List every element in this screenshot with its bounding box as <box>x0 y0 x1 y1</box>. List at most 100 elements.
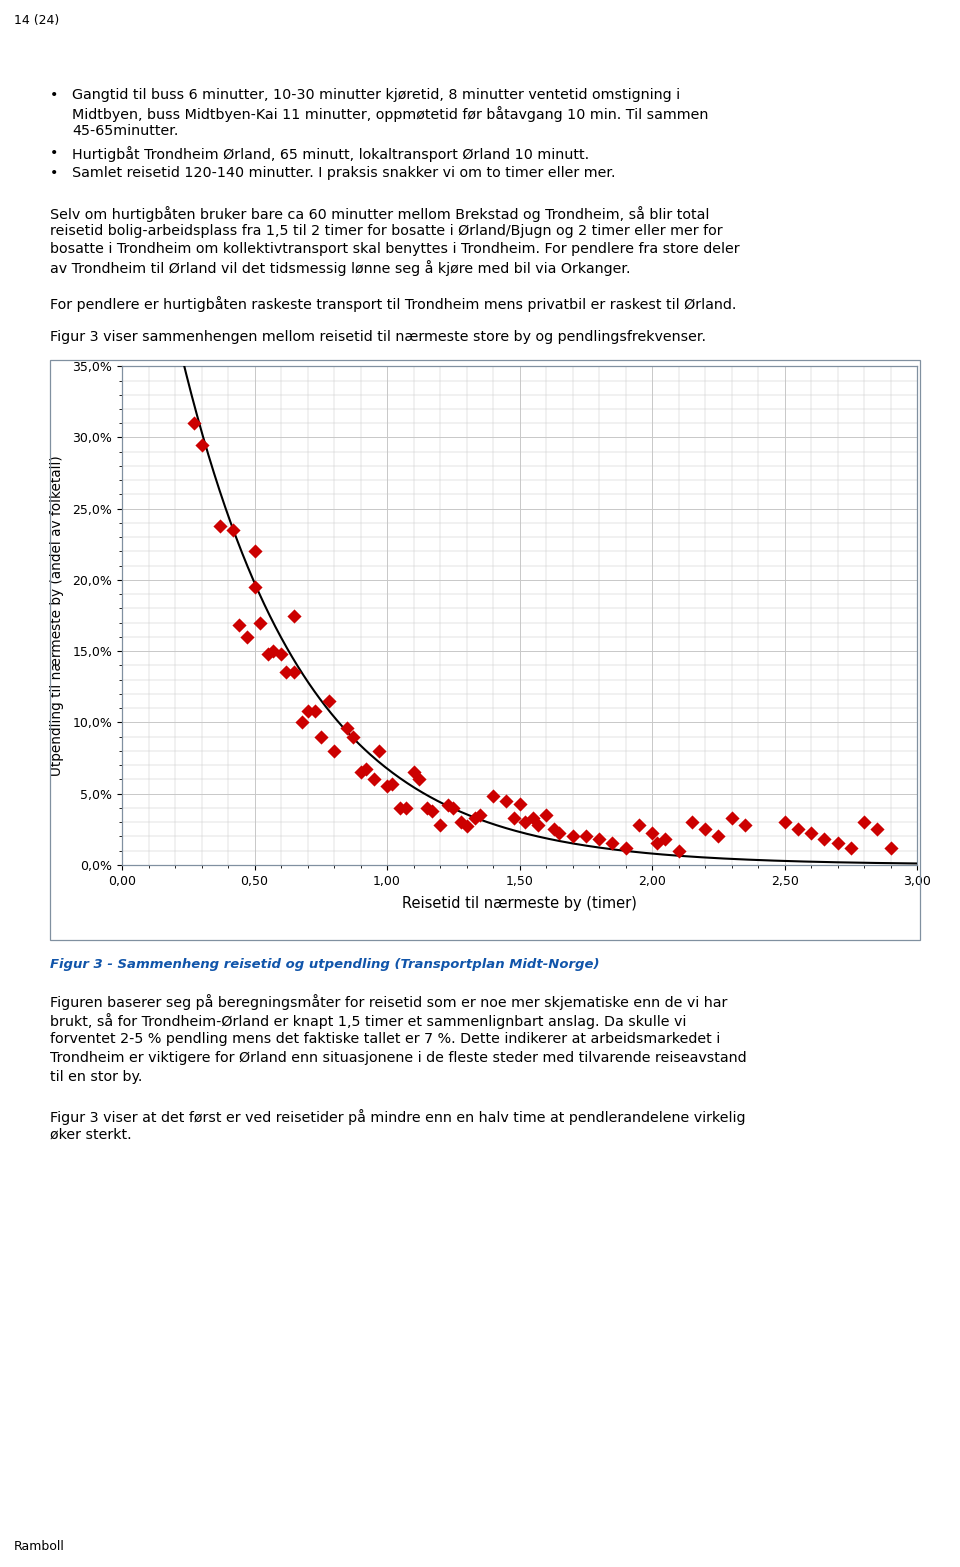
Text: For pendlere er hurtigbåten raskeste transport til Trondheim mens privatbil er r: For pendlere er hurtigbåten raskeste tra… <box>50 296 736 312</box>
Point <box>345 724 360 749</box>
Text: Gangtid til buss 6 minutter, 10-30 minutter kjøretid, 8 minutter ventetid omstig: Gangtid til buss 6 minutter, 10-30 minut… <box>72 88 680 102</box>
Point <box>406 760 421 785</box>
Text: Selv om hurtigbåten bruker bare ca 60 minutter mellom Brekstad og Trondheim, så : Selv om hurtigbåten bruker bare ca 60 mi… <box>50 205 709 223</box>
Point <box>498 788 514 813</box>
Point <box>321 688 336 713</box>
Point <box>684 810 700 835</box>
Point <box>385 771 400 796</box>
Point <box>212 514 228 539</box>
Point <box>710 824 726 849</box>
Point <box>265 639 280 664</box>
Text: øker sterkt.: øker sterkt. <box>50 1128 132 1142</box>
Text: •: • <box>50 88 59 102</box>
Text: 14 (24): 14 (24) <box>14 14 60 27</box>
Point <box>564 824 580 849</box>
Text: •: • <box>50 146 59 160</box>
Point <box>552 821 567 846</box>
Point <box>411 766 426 791</box>
Point <box>790 816 805 841</box>
Point <box>372 738 387 763</box>
Point <box>441 793 456 818</box>
Text: reisetid bolig-arbeidsplass fra 1,5 til 2 timer for bosatte i Ørland/Bjugn og 2 : reisetid bolig-arbeidsplass fra 1,5 til … <box>50 224 723 238</box>
Point <box>486 784 501 809</box>
Point <box>358 757 373 782</box>
Point <box>247 539 262 564</box>
Point <box>883 835 899 860</box>
Point <box>870 816 885 841</box>
Text: Midtbyen, buss Midtbyen-Kai 11 minutter, oppmøtetid før båtavgang 10 min. Til sa: Midtbyen, buss Midtbyen-Kai 11 minutter,… <box>72 107 708 122</box>
Point <box>247 575 262 600</box>
Point <box>397 796 413 821</box>
Point <box>644 821 660 846</box>
Text: Figur 3 viser at det først er ved reisetider på mindre enn en halv time at pendl: Figur 3 viser at det først er ved reiset… <box>50 1109 746 1125</box>
Point <box>295 710 310 735</box>
Point <box>186 411 202 436</box>
Point <box>507 805 522 831</box>
Text: bosatte i Trondheim om kollektivtransport skal benyttes i Trondheim. For pendler: bosatte i Trondheim om kollektivtranspor… <box>50 241 739 255</box>
Point <box>546 816 562 841</box>
Point <box>517 810 533 835</box>
Point <box>472 802 488 827</box>
Point <box>353 760 369 785</box>
Point <box>605 831 620 856</box>
Text: forventet 2-5 % pendling mens det faktiske tallet er 7 %. Dette indikerer at arb: forventet 2-5 % pendling mens det faktis… <box>50 1033 720 1047</box>
Point <box>274 641 289 666</box>
Point <box>260 641 276 666</box>
Point <box>226 517 241 542</box>
Point <box>424 798 440 823</box>
Point <box>631 812 646 837</box>
Text: Ramboll: Ramboll <box>14 1540 65 1553</box>
Text: Figur 3 - Sammenheng reisetid og utpendling (Transportplan Midt-Norge): Figur 3 - Sammenheng reisetid og utpendl… <box>50 957 599 972</box>
Point <box>445 796 461 821</box>
Point <box>777 810 792 835</box>
Point <box>843 835 858 860</box>
Point <box>459 813 474 838</box>
Point <box>231 613 247 638</box>
Text: 45-65minutter.: 45-65minutter. <box>72 124 179 138</box>
Text: •: • <box>50 166 59 180</box>
Text: Samlet reisetid 120-140 minutter. I praksis snakker vi om to timer eller mer.: Samlet reisetid 120-140 minutter. I prak… <box>72 166 615 180</box>
Point <box>539 802 554 827</box>
Point <box>737 812 753 837</box>
Point <box>650 831 665 856</box>
Point <box>379 774 395 799</box>
Point <box>308 699 324 724</box>
Text: Hurtigbåt Trondheim Ørland, 65 minutt, lokaltransport Ørland 10 minutt.: Hurtigbåt Trondheim Ørland, 65 minutt, l… <box>72 146 589 161</box>
Point <box>278 660 294 685</box>
Point <box>658 827 673 852</box>
Point <box>393 796 408 821</box>
Point <box>591 827 607 852</box>
Point <box>194 432 209 458</box>
Point <box>432 812 447 837</box>
Y-axis label: Utpendling til nærmeste by (andel av folketall): Utpendling til nærmeste by (andel av fol… <box>50 454 64 776</box>
Point <box>804 821 819 846</box>
Point <box>300 699 315 724</box>
Point <box>467 805 482 831</box>
Point <box>817 827 832 852</box>
Point <box>366 766 381 791</box>
Point <box>830 831 846 856</box>
Point <box>525 805 540 831</box>
Point <box>512 791 527 816</box>
Point <box>287 603 302 628</box>
X-axis label: Reisetid til nærmeste by (timer): Reisetid til nærmeste by (timer) <box>402 896 637 910</box>
Point <box>671 838 686 863</box>
Point <box>252 610 268 635</box>
Text: Figuren baserer seg på beregningsmåter for reisetid som er noe mer skjematiske e: Figuren baserer seg på beregningsmåter f… <box>50 993 728 1011</box>
Point <box>420 796 435 821</box>
Point <box>531 812 546 837</box>
Text: av Trondheim til Ørland vil det tidsmessig lønne seg å kjøre med bil via Orkange: av Trondheim til Ørland vil det tidsmess… <box>50 260 631 276</box>
Point <box>618 835 634 860</box>
Point <box>340 716 355 741</box>
Point <box>724 805 739 831</box>
Text: til en stor by.: til en stor by. <box>50 1070 142 1084</box>
Point <box>578 824 593 849</box>
Point <box>856 810 872 835</box>
Text: Figur 3 viser sammenhengen mellom reisetid til nærmeste store by og pendlingsfre: Figur 3 viser sammenhengen mellom reiset… <box>50 331 706 345</box>
Point <box>313 724 328 749</box>
Text: Trondheim er viktigere for Ørland enn situasjonene i de fleste steder med tilvar: Trondheim er viktigere for Ørland enn si… <box>50 1051 747 1066</box>
Point <box>697 816 712 841</box>
Point <box>287 660 302 685</box>
Point <box>453 810 468 835</box>
Point <box>326 738 342 763</box>
